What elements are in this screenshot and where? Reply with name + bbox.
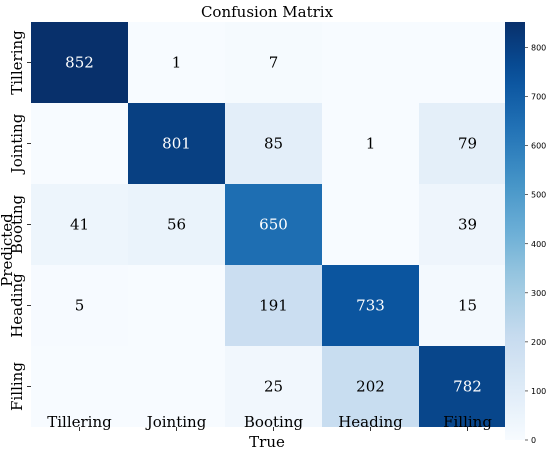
heatmap-cell (128, 346, 225, 427)
cell-value-label: 1 (366, 135, 376, 153)
chart-title: Confusion Matrix (201, 3, 334, 21)
heatmap-cell (322, 265, 419, 346)
heatmap-cell (225, 103, 322, 184)
y-tick-label: Filling (8, 362, 26, 411)
x-tick-labels: Tillering Jointing Booting Heading Filling (47, 413, 492, 431)
colorbar-tick-label: 600 (531, 142, 546, 151)
heatmap-cell (128, 265, 225, 346)
colorbar-tick-label: 800 (531, 44, 546, 53)
colorbar-tick-label: 300 (531, 289, 546, 298)
heatmap-cell (31, 22, 128, 103)
colorbar-tick-label: 0 (531, 436, 536, 445)
heatmap-cell (128, 103, 225, 184)
heatmap-cell (31, 346, 128, 427)
cell-value-label: 41 (70, 216, 89, 234)
heatmap-cell (322, 184, 419, 265)
x-tick-label: Heading (338, 413, 403, 431)
cell-value-label: 25 (264, 378, 283, 396)
cell-value-label: 79 (458, 135, 477, 153)
heatmap-cell (128, 184, 225, 265)
cell-value-label: 1 (172, 54, 182, 72)
cell-value-label: 7 (269, 54, 279, 72)
colorbar-tick-label: 500 (531, 191, 546, 200)
cell-value-label: 650 (259, 216, 288, 234)
x-tick-label: Filling (443, 413, 492, 431)
heatmap-cell (31, 184, 128, 265)
heatmap-cell (322, 22, 419, 103)
cell-value-label: 852 (65, 54, 94, 72)
colorbar-ticks: 0 100 200 300 400 500 600 700 800 (525, 44, 546, 445)
colorbar-tick-label: 200 (531, 338, 546, 347)
heatmap-cell (225, 22, 322, 103)
heatmap-cell (225, 184, 322, 265)
colorbar-tick-label: 700 (531, 93, 546, 102)
heatmap-cell (128, 22, 225, 103)
heatmap-cells (31, 22, 516, 427)
x-tick-label: Tillering (47, 413, 112, 431)
heatmap-cell (225, 265, 322, 346)
heatmap-cell (31, 265, 128, 346)
colorbar-tick-label: 100 (531, 387, 546, 396)
y-tick-label: Tillering (8, 30, 26, 95)
cell-value-label: 191 (259, 297, 288, 315)
heatmap-cell (225, 346, 322, 427)
cell-value-label: 733 (356, 297, 385, 315)
colorbar-tick-label: 400 (531, 240, 546, 249)
y-tick-label: Jointing (8, 113, 26, 175)
cell-value-label: 39 (458, 216, 477, 234)
x-tick-label: Booting (244, 413, 304, 431)
cell-value-label: 801 (162, 135, 191, 153)
heatmap-cell (31, 103, 128, 184)
heatmap-cell (419, 346, 516, 427)
cell-value-label: 85 (264, 135, 283, 153)
cell-value-label: 202 (356, 378, 385, 396)
x-tick-label: Jointing (145, 413, 207, 431)
heatmap-cell (322, 346, 419, 427)
cell-value-label: 15 (458, 297, 477, 315)
heatmap-cell (419, 103, 516, 184)
x-axis-label: True (249, 433, 285, 451)
colorbar (505, 22, 525, 440)
cell-value-label: 5 (75, 297, 85, 315)
cell-value-label: 782 (453, 378, 482, 396)
cell-value-labels: 852 1 7 801 85 1 79 41 56 650 39 5 191 733 15 25 202 782 (65, 54, 482, 396)
y-tick-labels: Tillering Jointing Booting Heading Filling (8, 30, 31, 411)
y-tick-label: Heading (8, 273, 26, 338)
y-tick-label: Booting (8, 195, 26, 255)
heatmap-cell (419, 184, 516, 265)
heatmap-cell (419, 265, 516, 346)
y-axis-label: Predicted (0, 213, 16, 287)
heatmap-cell (419, 22, 516, 103)
heatmap-cell (322, 103, 419, 184)
cell-value-label: 56 (167, 216, 186, 234)
